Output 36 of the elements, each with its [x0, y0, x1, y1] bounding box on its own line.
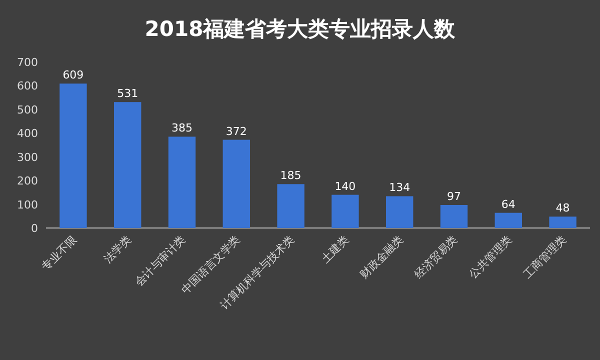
bar [494, 212, 522, 228]
chart-title: 2018福建省考大类专业招录人数 [144, 17, 456, 41]
data-label: 97 [447, 190, 461, 203]
x-tick-label: 专业不限 [39, 232, 80, 274]
x-tick-label: 财政金融类 [358, 232, 406, 282]
data-label: 48 [556, 202, 570, 215]
bar [277, 184, 304, 228]
y-tick-label: 100 [17, 198, 38, 212]
data-label: 372 [226, 124, 247, 138]
bar [332, 194, 359, 228]
y-tick-label: 0 [31, 222, 38, 235]
data-label: 531 [117, 87, 138, 100]
data-label: 185 [280, 169, 302, 182]
data-label: 609 [62, 68, 84, 82]
bar [222, 140, 250, 228]
x-tick-label: 公共管理类 [466, 232, 515, 282]
x-tick-label: 土建类 [318, 232, 352, 266]
x-tick-label: 经济贸易类 [412, 232, 460, 282]
x-tick-label: 工商管理类 [520, 232, 569, 282]
bar [549, 216, 576, 228]
x-tick-label: 法学类 [101, 232, 134, 266]
y-tick-label: 700 [17, 56, 38, 69]
y-tick-label: 200 [17, 174, 38, 188]
y-tick-label: 600 [17, 80, 38, 93]
data-label: 385 [172, 122, 192, 135]
bar [114, 102, 142, 228]
bar [60, 84, 87, 228]
bar [386, 196, 414, 228]
y-tick-label: 300 [17, 150, 38, 164]
y-tick-label: 400 [17, 127, 38, 140]
bar [168, 136, 196, 228]
y-tick-label: 500 [17, 103, 38, 116]
data-label: 64 [501, 198, 516, 211]
bar [440, 204, 468, 228]
data-label: 134 [389, 181, 410, 194]
data-label: 140 [334, 180, 356, 193]
